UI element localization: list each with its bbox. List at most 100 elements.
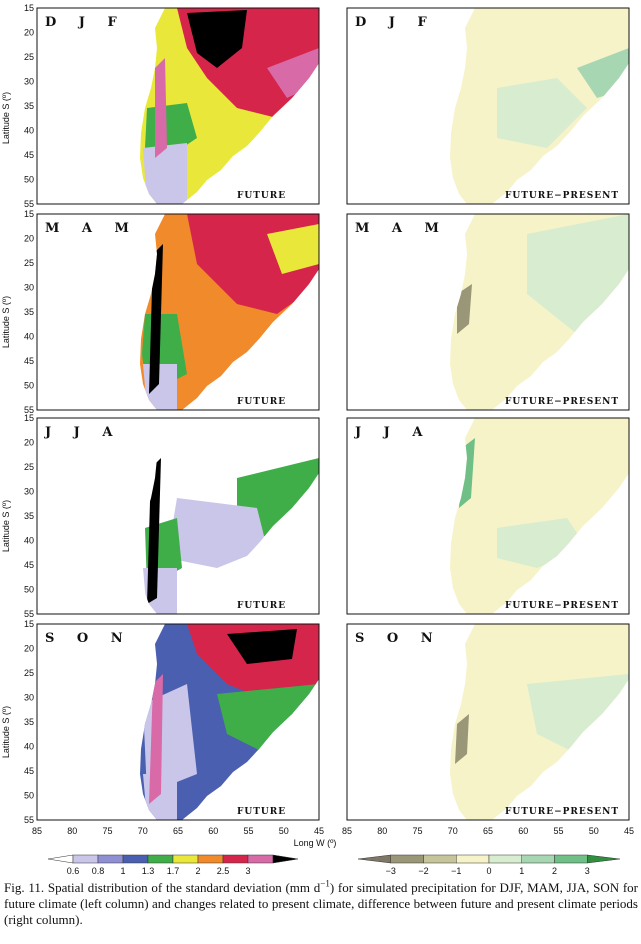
colorbar-swatch bbox=[247, 854, 274, 864]
panel-djf-difference: D J F FUTURE−PRESENT bbox=[346, 7, 630, 205]
season-label: S O N bbox=[45, 631, 132, 646]
longitude-tick-label: 75 bbox=[102, 826, 112, 836]
longitude-tick-label: 45 bbox=[314, 826, 324, 836]
season-label: D J F bbox=[355, 15, 436, 30]
season-label: S O N bbox=[355, 631, 442, 646]
longitude-tick-label: 50 bbox=[589, 826, 599, 836]
y-axis-title: Latitude S (º) bbox=[1, 296, 11, 348]
latitude-tick-label: 45 bbox=[24, 766, 34, 776]
colorbar-swatch bbox=[197, 854, 224, 864]
colorbar-swatch bbox=[72, 854, 99, 864]
latitude-tick-label: 45 bbox=[24, 356, 34, 366]
colorbar-label: 3 bbox=[585, 866, 590, 876]
panel-mam-future: M A M FUTURE bbox=[36, 213, 320, 411]
latitude-tick-label: 55 bbox=[24, 609, 34, 619]
colorbar-label: 1 bbox=[519, 866, 524, 876]
longitude-tick-label: 80 bbox=[377, 826, 387, 836]
panel-djf-future: D J F FUTURE bbox=[36, 7, 320, 205]
longitude-tick-label: 85 bbox=[342, 826, 352, 836]
panel-tag: FUTURE−PRESENT bbox=[505, 397, 619, 407]
colorbar-swatch bbox=[456, 854, 490, 864]
panel-son-difference: S O N FUTURE−PRESENT bbox=[346, 623, 630, 821]
latitude-tick-label: 30 bbox=[24, 487, 34, 497]
latitude-tick-labels: 1520253035404550551520253035404550551520… bbox=[24, 3, 34, 825]
colorbar-swatch bbox=[587, 854, 621, 864]
x-axis-title: Long W (º) bbox=[294, 838, 337, 848]
y-axis-title: Latitude S (º) bbox=[1, 500, 11, 552]
latitude-tick-label: 45 bbox=[24, 150, 34, 160]
longitude-tick-label: 80 bbox=[67, 826, 77, 836]
latitude-tick-label: 25 bbox=[24, 52, 34, 62]
colorbar-label: 0.8 bbox=[92, 866, 105, 876]
colorbar-right: −3 −2 −1 0 1 2 3 bbox=[357, 854, 621, 876]
latitude-tick-label: 40 bbox=[24, 332, 34, 342]
colorbar-label: 3 bbox=[245, 866, 250, 876]
latitude-tick-label: 20 bbox=[24, 644, 34, 654]
latitude-tick-label: 35 bbox=[24, 717, 34, 727]
latitude-tick-label: 25 bbox=[24, 258, 34, 268]
latitude-tick-label: 25 bbox=[24, 462, 34, 472]
latitude-tick-label: 40 bbox=[24, 126, 34, 136]
latitude-tick-label: 30 bbox=[24, 693, 34, 703]
longitude-tick-labels-right: 85 80 75 70 65 60 55 50 45 bbox=[342, 826, 634, 836]
figure-caption: Fig. 11. Spatial distribution of the sta… bbox=[4, 878, 638, 928]
longitude-tick-label: 50 bbox=[279, 826, 289, 836]
latitude-tick-label: 20 bbox=[24, 234, 34, 244]
colorbar-swatch bbox=[521, 854, 555, 864]
longitude-tick-label: 55 bbox=[553, 826, 563, 836]
panel-mam-difference: M A M FUTURE−PRESENT bbox=[346, 213, 630, 411]
latitude-tick-label: 30 bbox=[24, 77, 34, 87]
latitude-tick-label: 55 bbox=[24, 199, 34, 209]
colorbar-swatch bbox=[272, 854, 299, 864]
latitude-tick-label: 15 bbox=[24, 209, 34, 219]
panel-tag: FUTURE−PRESENT bbox=[505, 191, 619, 201]
longitude-tick-label: 65 bbox=[173, 826, 183, 836]
y-axis-title: Latitude S (º) bbox=[1, 706, 11, 758]
longitude-tick-label: 65 bbox=[483, 826, 493, 836]
panel-tag: FUTURE−PRESENT bbox=[505, 601, 619, 611]
longitude-tick-labels-left: 85 80 75 70 65 60 55 50 45 bbox=[32, 826, 324, 836]
colorbar-label: −2 bbox=[418, 866, 428, 876]
figure: D J F FUTURE M A M FUTURE J J A FUTURE bbox=[1, 3, 634, 876]
colorbar-swatch bbox=[122, 854, 149, 864]
panel-jja-difference: J J A FUTURE−PRESENT bbox=[346, 417, 630, 615]
latitude-tick-label: 40 bbox=[24, 742, 34, 752]
longitude-tick-label: 60 bbox=[518, 826, 528, 836]
colorbar-swatch bbox=[488, 854, 522, 864]
colorbar-swatch bbox=[222, 854, 249, 864]
colorbar-label: 0 bbox=[486, 866, 491, 876]
latitude-tick-label: 50 bbox=[24, 791, 34, 801]
latitude-tick-label: 40 bbox=[24, 536, 34, 546]
panel-tag: FUTURE bbox=[237, 601, 286, 611]
colorbar-swatch bbox=[147, 854, 174, 864]
latitude-tick-label: 50 bbox=[24, 585, 34, 595]
panel-son-future: S O N FUTURE bbox=[36, 623, 320, 821]
panel-tag: FUTURE bbox=[237, 807, 286, 817]
season-label: M A M bbox=[355, 221, 448, 236]
colorbar-swatch bbox=[390, 854, 424, 864]
latitude-tick-label: 15 bbox=[24, 3, 34, 13]
panel-jja-future: J J A FUTURE bbox=[36, 417, 320, 615]
colorbar-label: 2 bbox=[195, 866, 200, 876]
colorbar-label: −1 bbox=[451, 866, 461, 876]
y-axis-title: Latitude S (º) bbox=[1, 92, 11, 144]
caption-text: Fig. 11. Spatial distribution of the sta… bbox=[4, 880, 321, 895]
latitude-tick-label: 45 bbox=[24, 560, 34, 570]
colorbar-swatch bbox=[172, 854, 199, 864]
latitude-tick-label: 35 bbox=[24, 307, 34, 317]
latitude-tick-label: 25 bbox=[24, 668, 34, 678]
caption-superscript: −1 bbox=[320, 878, 330, 889]
latitude-tick-label: 50 bbox=[24, 381, 34, 391]
colorbar-left: 0.6 0.8 1 1.3 1.7 2 2.5 3 bbox=[47, 854, 299, 876]
longitude-tick-label: 45 bbox=[624, 826, 634, 836]
longitude-tick-label: 60 bbox=[208, 826, 218, 836]
latitude-tick-label: 50 bbox=[24, 175, 34, 185]
latitude-tick-label: 20 bbox=[24, 28, 34, 38]
latitude-tick-label: 35 bbox=[24, 101, 34, 111]
latitude-tick-label: 20 bbox=[24, 438, 34, 448]
colorbar-label: 1 bbox=[120, 866, 125, 876]
colorbar-label: 2.5 bbox=[217, 866, 230, 876]
longitude-tick-label: 85 bbox=[32, 826, 42, 836]
latitude-tick-label: 55 bbox=[24, 815, 34, 825]
season-label: D J F bbox=[45, 15, 126, 30]
